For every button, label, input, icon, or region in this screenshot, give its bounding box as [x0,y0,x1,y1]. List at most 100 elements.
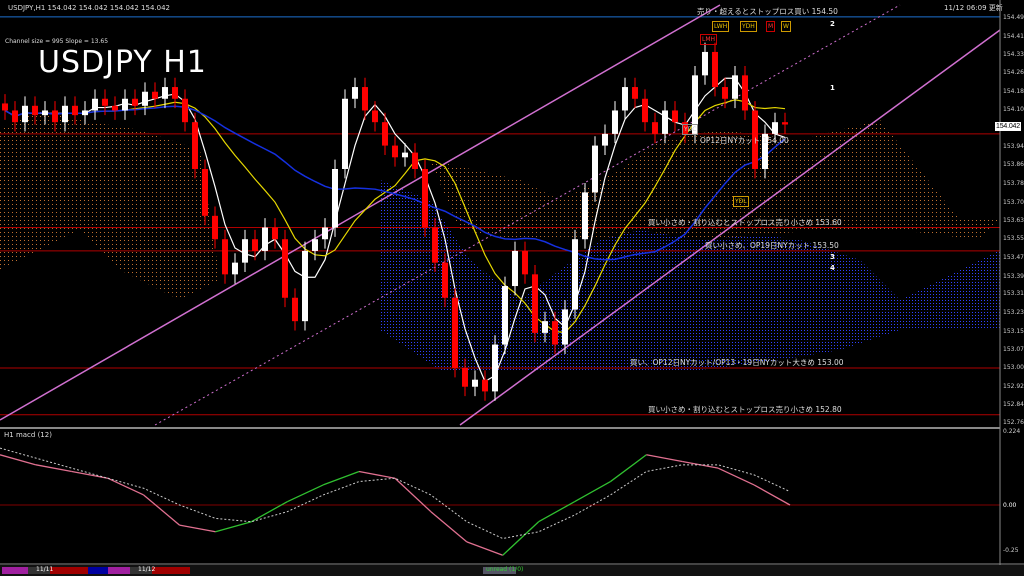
candle-body [102,98,108,106]
price-tick: 154.495 [1003,14,1024,21]
macd-main-segment [753,484,791,506]
candle-body [82,110,88,116]
candle-body [392,145,398,158]
candle-body [642,98,648,123]
box-label-m: M [766,21,776,32]
candle-body [462,367,468,387]
candle-body [762,133,768,169]
macd-main-segment [215,521,252,533]
price-tick: 153.705 [1003,198,1024,206]
candle-body [592,145,598,193]
candle-body [512,250,518,287]
candle-body [502,286,508,345]
price-tick: 152.920 [1003,382,1024,390]
box-label-ydh: YDH [740,21,757,32]
candle-body [672,110,678,123]
candle-body [222,239,228,275]
candle-body [2,103,8,111]
current-price-label: 154.042 [995,122,1021,131]
candle-body [542,321,548,333]
candle-body [472,379,478,387]
macd-main-segment [538,501,575,523]
candle-body [112,105,118,111]
macd-label: H1 macd (12) [4,431,52,439]
candle-body [252,239,258,251]
candle-body [352,87,358,99]
macd-main-segment [502,521,540,556]
marker-3: 3 [830,253,835,261]
timeline-date-1[interactable]: 11/11 [36,566,54,573]
level-label: 買い小さめ・割り込むとストップロス売り小さめ 153.60 [648,217,842,227]
candle-body [342,98,348,169]
macd-pane [0,447,1000,556]
candle-body [152,91,158,99]
candle-body [142,91,148,106]
candle-body [72,105,78,116]
candle-body [272,227,278,240]
price-tick: 153.785 [1003,180,1024,188]
symbol-info: USDJPY,H1 154.042 154.042 154.042 154.04… [8,4,170,12]
trend-channel [0,4,1001,426]
timeline-date-2[interactable]: 11/12 [138,566,156,573]
price-tick: 153.155 [1003,327,1024,335]
price-tick: 152.840 [1003,401,1024,409]
candle-body [372,110,378,123]
channel-upper [0,4,721,421]
box-label-w: W [781,21,791,32]
price-tick: 153.235 [1003,308,1024,316]
candle-body [242,239,248,263]
candle-body [482,379,488,392]
candle-body [662,110,668,134]
macd-main-segment [35,464,72,473]
candle-body [402,152,408,158]
candle-body [22,105,28,123]
marker-4: 4 [830,264,835,272]
macd-main-segment [717,467,755,486]
candle-body [122,98,128,111]
macd-axis-min: -0.25 [1003,547,1019,554]
price-tick: 154.180 [1003,87,1024,95]
candle-body [332,168,338,228]
candle-body [492,344,498,392]
macd-main-segment [0,454,37,466]
box-label-lmh: LMH [700,34,718,45]
candle-body [752,110,758,169]
candle-body [682,122,688,134]
price-tick: 153.075 [1003,346,1024,354]
price-tick: 153.945 [1003,142,1024,150]
candle-body [772,122,778,134]
candle-body [732,75,738,99]
macd-main-segment [322,470,360,486]
candle-body [302,250,308,322]
candle-body [192,122,198,169]
macd-main-segment [286,484,324,503]
macd-main-segment [610,454,647,483]
candle-body [582,192,588,240]
candle-body [522,250,528,275]
candle-body [162,87,168,99]
candle-body [602,133,608,146]
price-tick: 153.000 [1003,363,1024,371]
candle-body [42,110,48,116]
level-label: 買い小さめ・割り込むとストップロス売り小さめ 152.80 [648,404,842,414]
candle-body [312,239,318,251]
macd-main-segment [466,541,503,556]
candle-body [692,75,698,134]
candle-body [52,110,58,123]
marker-1: 1 [830,84,835,92]
candle-body [362,87,368,111]
level-label: 売り・超えるとストップロス買い 154.50 [697,6,838,16]
price-tick: 152.765 [1003,419,1024,426]
candle-body [12,110,18,123]
candle-body [632,87,638,99]
candle-body [722,87,728,99]
price-tick: 154.260 [1003,69,1024,76]
macd-main-segment [107,477,144,496]
candle-body [552,321,558,345]
candle-body [622,87,628,111]
level-label: 買い小さめ、OP19日NYカット 153.50 [705,240,839,250]
status-indicator: unread (1/0) [486,566,524,573]
candle-body [562,309,568,345]
level-label: OP12日NYカット 154.00 [700,135,789,145]
